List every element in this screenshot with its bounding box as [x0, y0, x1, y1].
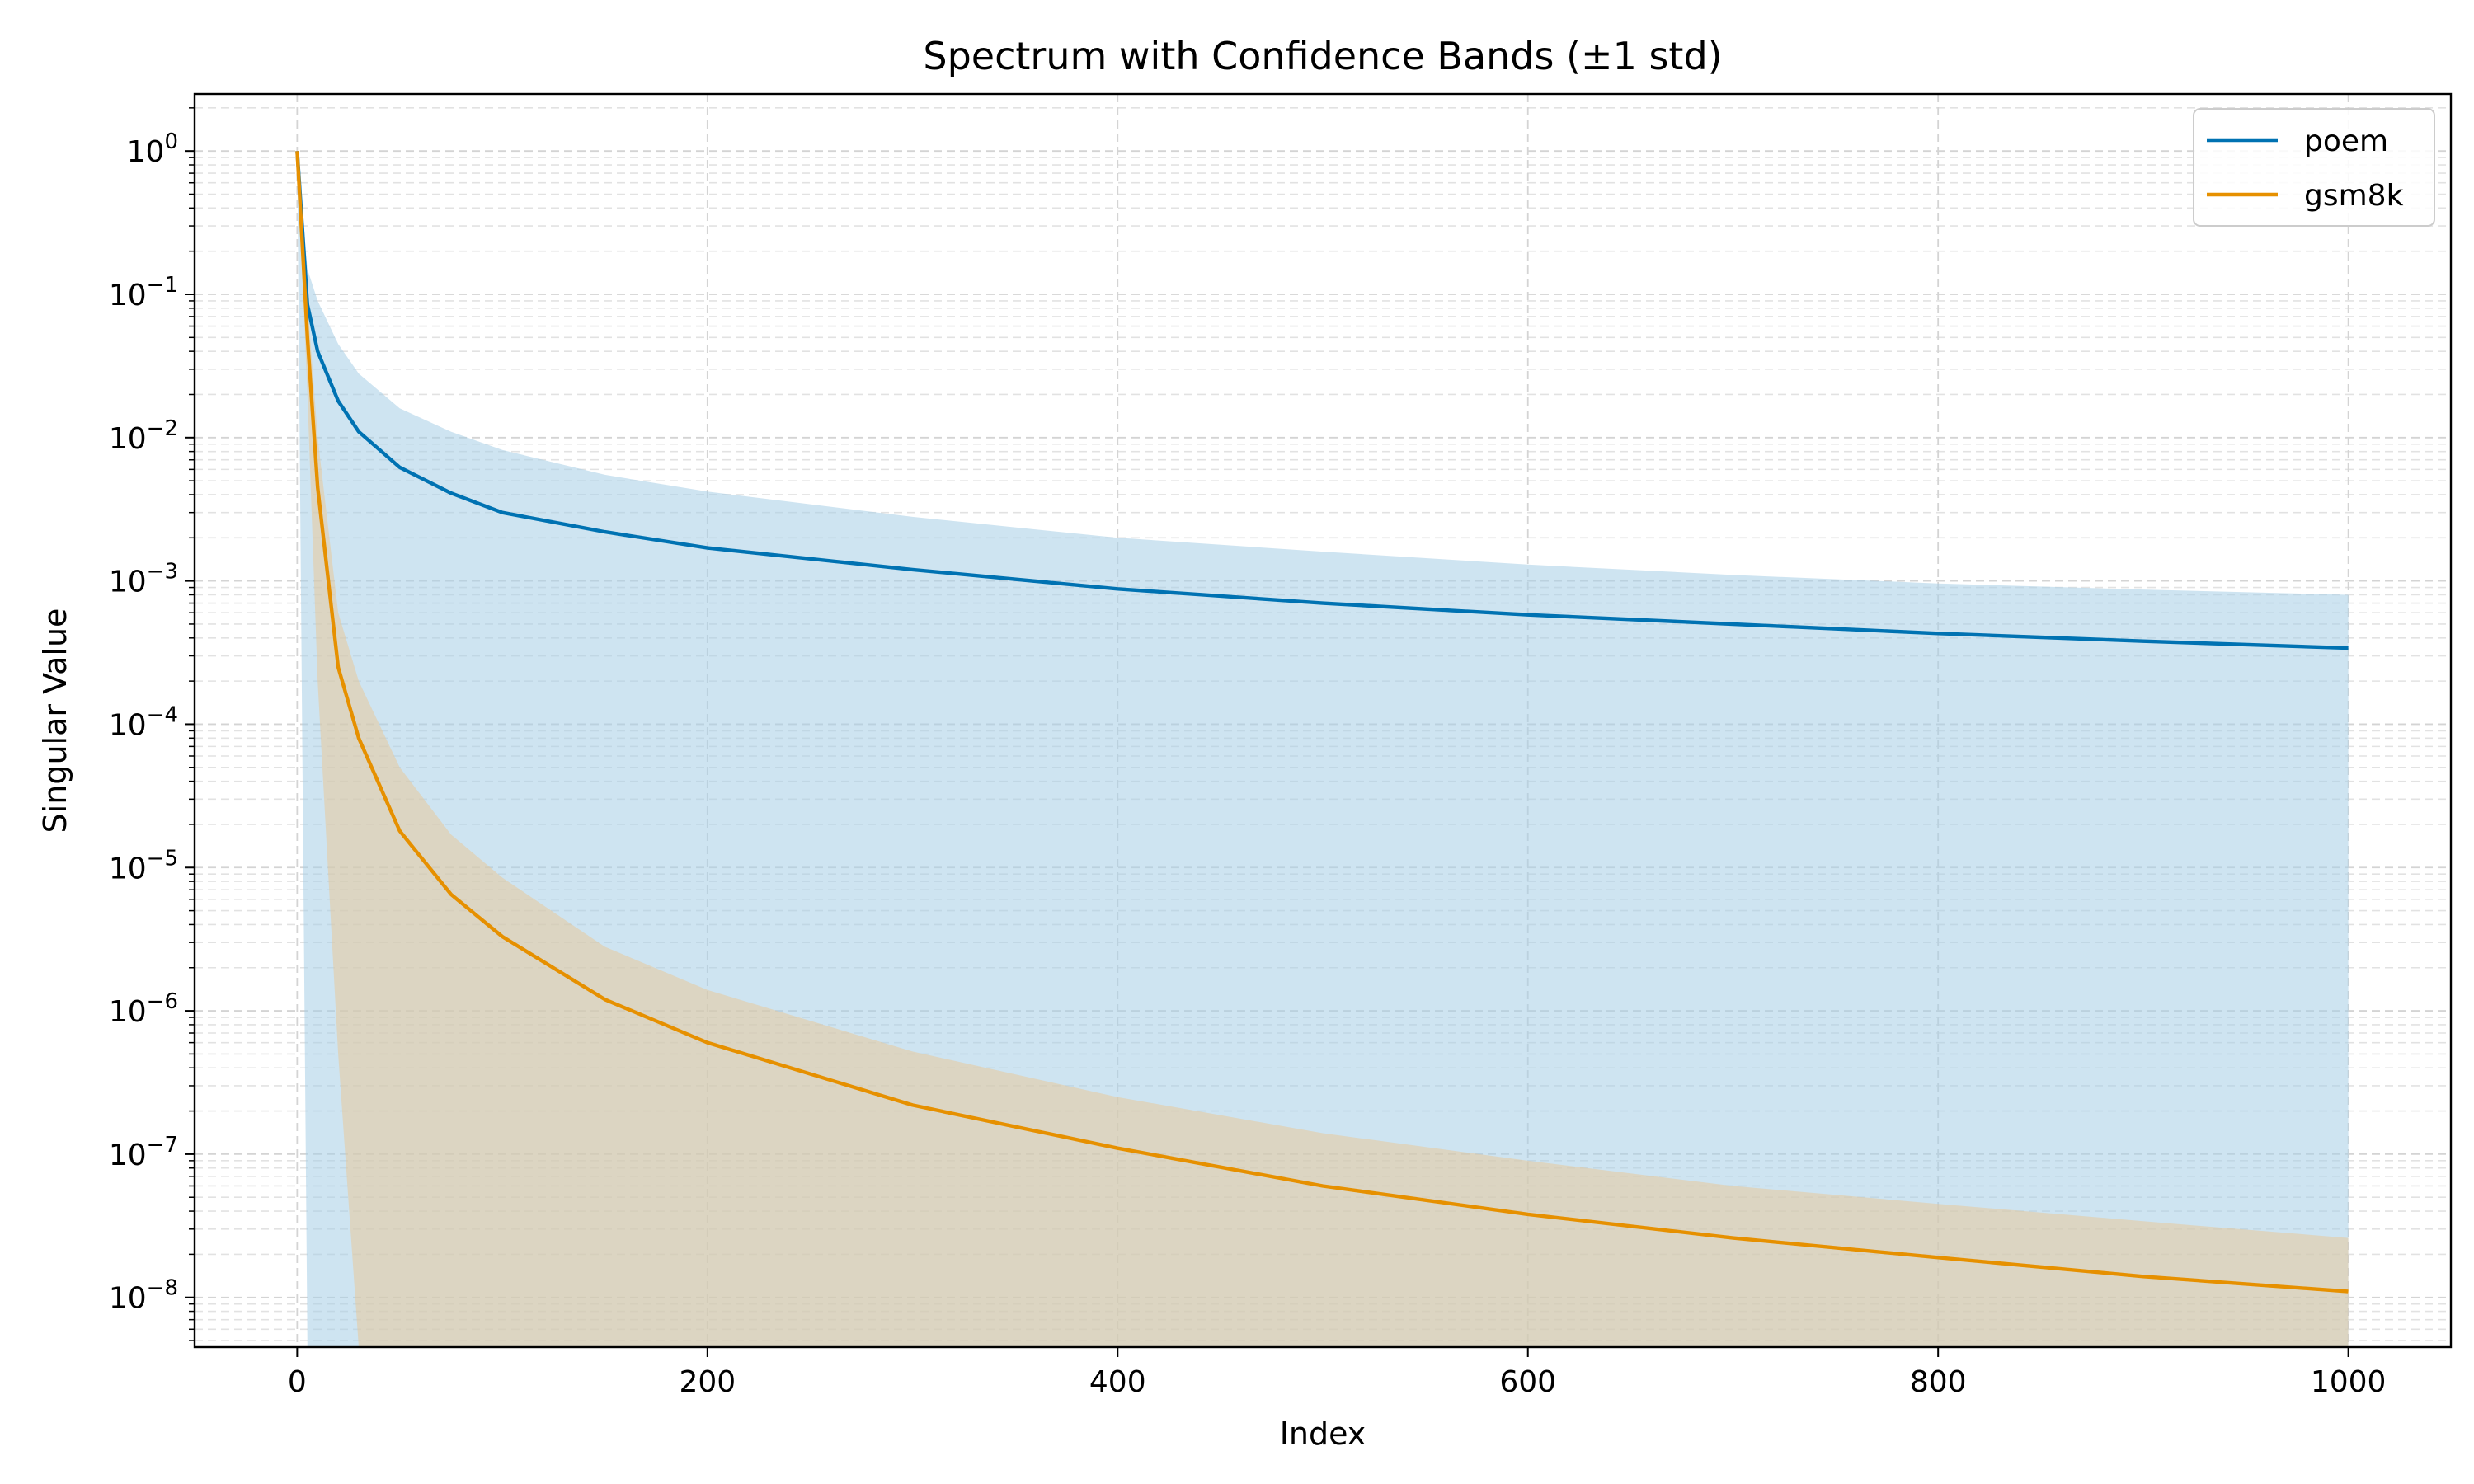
legend-box	[2193, 108, 2435, 227]
y-tick-label: 10−5	[109, 846, 178, 885]
series-lines	[295, 151, 2349, 1294]
y-tick-label: 10−1	[109, 273, 178, 312]
y-tick-label: 10−3	[109, 560, 178, 599]
confidence-bands	[297, 151, 2349, 1348]
x-tick-label: 600	[1499, 1365, 1556, 1399]
line-poem	[295, 151, 2349, 650]
y-tick-label: 10−7	[109, 1133, 178, 1172]
x-tick-label: 800	[1910, 1365, 1967, 1399]
x-tick-label: 1000	[2311, 1365, 2387, 1399]
y-tick-label: 10−2	[109, 416, 178, 456]
y-axis-label: Singular Value	[37, 608, 73, 834]
band-gsm8k	[297, 151, 2349, 1348]
y-tick-label: 10−8	[109, 1276, 178, 1316]
x-tick-label: 0	[288, 1365, 307, 1399]
chart-title: Spectrum with Confidence Bands (±1 std)	[923, 34, 1722, 78]
x-axis-label: Index	[1280, 1416, 1366, 1452]
y-tick-label: 100	[127, 129, 178, 169]
y-tick-label: 10−6	[109, 989, 178, 1029]
plot-frame	[193, 92, 2453, 1349]
legend: poem gsm8k	[2193, 108, 2435, 227]
line-gsm8k	[295, 151, 2349, 1294]
x-tick-label: 200	[679, 1365, 736, 1399]
x-tick-label: 400	[1089, 1365, 1146, 1399]
y-axis-ticks: 100 10−1 10−2 10−3 10−4 10−5 10−6 10−7 10−8	[109, 107, 195, 1341]
y-tick-label: 10−4	[109, 702, 178, 742]
legend-label-gsm8k: gsm8k	[2304, 179, 2404, 213]
x-axis-ticks: 0 200 400 600 800 1000	[288, 1347, 2387, 1399]
legend-label-poem: poem	[2304, 124, 2388, 158]
